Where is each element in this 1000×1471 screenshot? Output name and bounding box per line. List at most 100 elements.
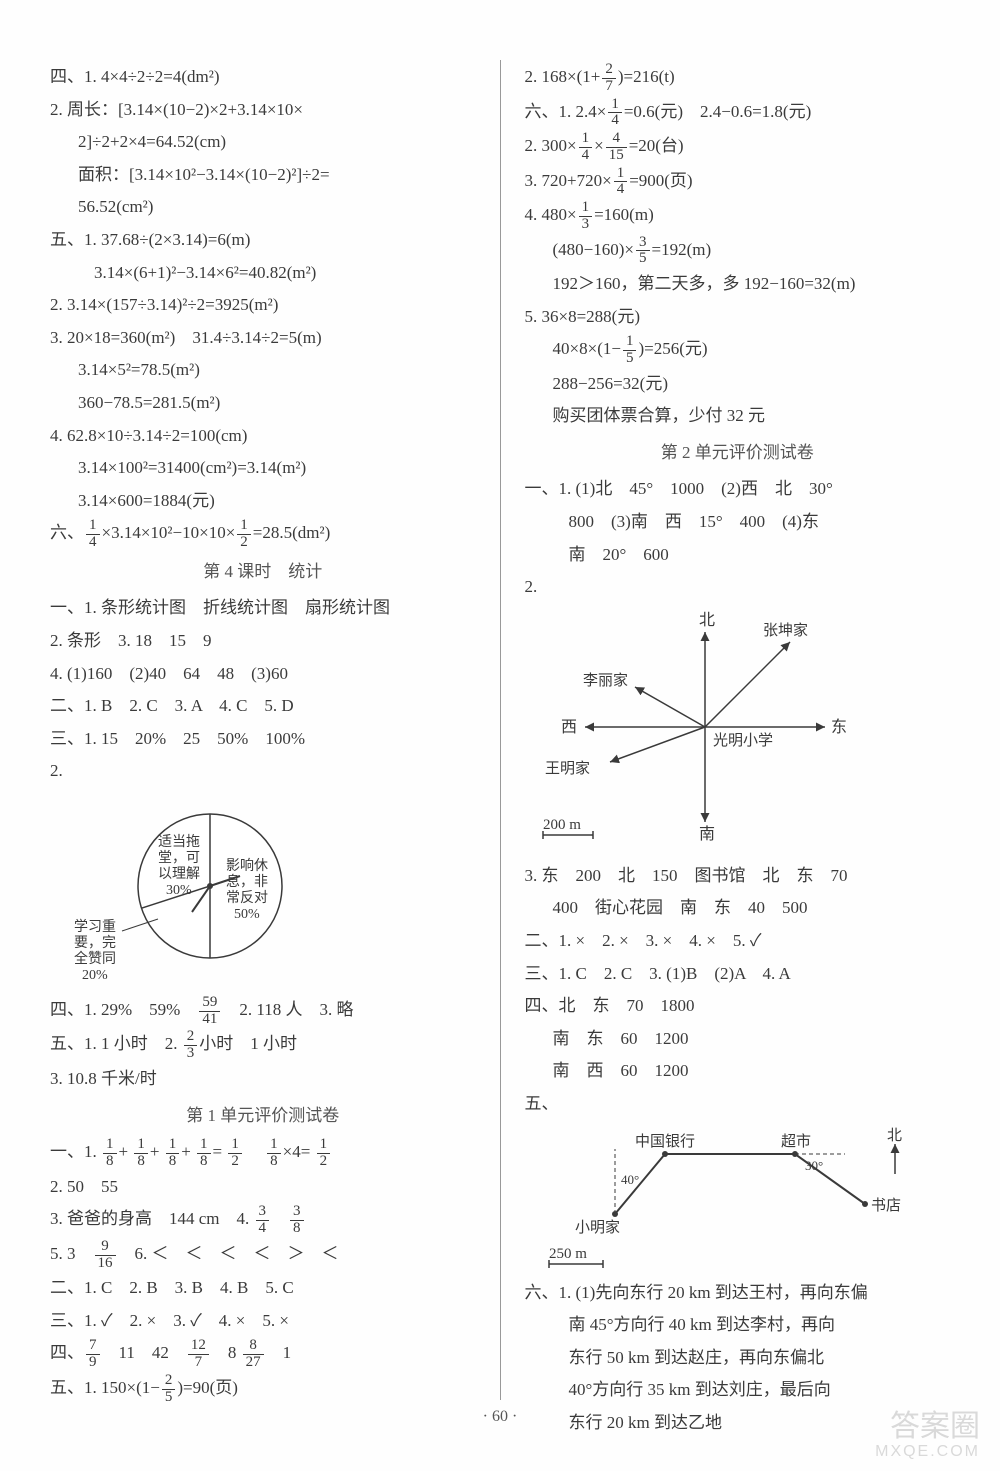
svg-text:200 m: 200 m [543,817,581,833]
text: =28.5(dm²) [253,523,330,542]
text-line: 40°方向行 35 km 到达刘庄，最后向 [525,1375,951,1406]
svg-text:250 m: 250 m [549,1246,587,1262]
text-line: 南 20° 600 [525,540,951,571]
text-line: 3.14×600=1884(元) [50,486,476,517]
text-line: 192＞160，第二天多，多 192−160=32(m) [525,269,951,300]
text-line: 2. 条形 3. 18 15 9 [50,626,476,657]
text: 1 [266,1344,292,1363]
text-line: 四、1. 4×4÷2÷2=4(dm²) [50,62,476,93]
fraction: 18 [103,1137,117,1170]
watermark-big: 答案圈 [875,1410,980,1443]
text-line: 3. 720+720×14=900(页) [525,166,951,199]
fraction: 18 [267,1137,281,1170]
text-line: 3.14×5²=78.5(m²) [50,355,476,386]
text: 五、1. 150× [50,1378,136,1397]
text-line: 三、1. 15 20% 25 50% 100% [50,724,476,755]
fraction: 12 [317,1137,331,1170]
compass-diagram: 北 南 东 西 张坤家 李丽家 王明家 光明小学 200 m [525,607,951,857]
text: 3. 720+720× [525,171,612,190]
section-heading: 第 1 单元评价测试卷 [50,1101,476,1132]
section-heading: 第 4 课时 统计 [50,557,476,588]
text-line: 四、北 东 70 1800 [525,991,951,1022]
text-line: 五、1. 1 小时 2. 23小时 1 小时 [50,1029,476,1062]
text-line: 2. 3.14×(157÷3.14)²÷2=3925(m²) [50,290,476,321]
svg-text:中国银行: 中国银行 [635,1133,695,1150]
svg-text:张坤家: 张坤家 [763,622,808,639]
fraction: 18 [134,1137,148,1170]
right-column: 2. 168×(1+27)=216(t) 六、1. 2.4×14=0.6(元) … [525,60,951,1400]
text-line: 2. 50 55 [50,1172,476,1203]
svg-text:小明家: 小明家 [575,1219,620,1236]
text-line: 3.14×(6+1)²−3.14×6²=40.82(m²) [50,258,476,289]
text-line: 5. 3 916 6. ＜ ＜ ＜ ＜ ＞ ＜ [50,1239,476,1272]
text: =192(m) [652,240,712,259]
svg-text:东: 东 [831,718,847,736]
text-line: 4. (1)160 (2)40 64 48 (3)60 [50,659,476,690]
fraction: 14 [579,131,593,164]
fraction: 14 [608,97,622,130]
svg-text:北: 北 [699,611,715,629]
text: =20(台) [629,136,684,155]
text-line: 400 街心花园 南 东 40 500 [525,893,951,924]
text: 一、1. [50,1142,101,1161]
fraction: 79 [86,1338,100,1371]
text: 六、 [50,523,84,542]
fraction: 14 [614,166,628,199]
text: =0.6(元) 2.4−0.6=1.8(元) [624,102,811,121]
text-line: 南 西 60 1200 [525,1056,951,1087]
text: 5. 3 [50,1244,93,1263]
text-line: 3. 10.8 千米/时 [50,1064,476,1095]
text-line: 2. 300×14×415=20(台) [525,131,951,164]
svg-text:北: 北 [887,1127,902,1144]
text-line: 2. 168×(1+27)=216(t) [525,62,951,95]
text: 2. 300× [525,136,577,155]
svg-text:西: 西 [561,719,577,736]
text-line: 4. 480×13=160(m) [525,200,951,233]
text-line: 56.52(cm²) [50,192,476,223]
text-line: 二、1. × 2. × 3. × 4. × 5. ✓ [525,926,951,957]
text: 6. ＜ ＜ ＜ ＜ ＞ ＜ [118,1244,339,1263]
text-line: 4. 62.8×10÷3.14÷2=100(cm) [50,421,476,452]
text: 8 [211,1344,241,1363]
fraction: 127 [188,1338,209,1371]
pie-label-c: 学习重 要，完 全赞同 20% [74,919,120,983]
text: 2. 118 人 3. 略 [222,1000,353,1019]
svg-text:超市: 超市 [781,1133,811,1150]
route-diagram: 北 40° 30° 小明家 中国银行 超市 书店 250 m [525,1124,951,1274]
text: 11 42 [102,1344,186,1363]
text: 40×8× [553,339,598,358]
text: 四、1. 29% 59% [50,1000,197,1019]
text-line: 3. 东 200 北 150 图书馆 北 东 70 [525,861,951,892]
fraction: 15 [623,334,637,367]
text-line: 购买团体票合算，少付 32 元 [525,401,951,432]
text: 4. 480× [525,205,577,224]
text: × [594,136,604,155]
text: 3. 爸爸的身高 144 cm 4. [50,1209,254,1228]
fraction: 12 [237,518,251,551]
text-line: 2. [50,756,476,787]
text-line: (480−160)×35=192(m) [525,235,951,268]
svg-text:40°: 40° [621,1172,639,1187]
text: ×3.14×10²−10×10× [102,523,236,542]
fraction: 14 [86,518,100,551]
text: 六、1. 2.4× [525,102,607,121]
text-line: 一、1. 条形统计图 折线统计图 扇形统计图 [50,593,476,624]
text-line: 五、1. 37.68÷(2×3.14)=6(m) [50,225,476,256]
svg-text:书店: 书店 [871,1197,901,1214]
two-column-layout: 四、1. 4×4÷2÷2=4(dm²) 2. 周长：[3.14×(10−2)×2… [50,60,950,1400]
text-line: 四、1. 29% 59% 5941 2. 118 人 3. 略 [50,995,476,1028]
text-line: 三、1. ✓ 2. × 3. ✓ 4. × 5. × [50,1306,476,1337]
fraction: 12 [228,1137,242,1170]
text: 四、 [50,1344,84,1363]
svg-text:南: 南 [699,825,715,843]
text: =160(m) [594,205,654,224]
text-line: 2. [525,572,951,603]
pie-chart: 影响休 息，非 常反对 50% 适当拖 堂，可 以理解 30% [70,791,476,991]
fraction: 18 [166,1137,180,1170]
svg-text:王明家: 王明家 [545,760,590,777]
text-line: 2. 周长：[3.14×(10−2)×2+3.14×10× [50,95,476,126]
fraction: 916 [95,1239,116,1272]
svg-text:30°: 30° [805,1158,823,1173]
fraction: 415 [606,131,627,164]
column-divider [500,60,501,1400]
